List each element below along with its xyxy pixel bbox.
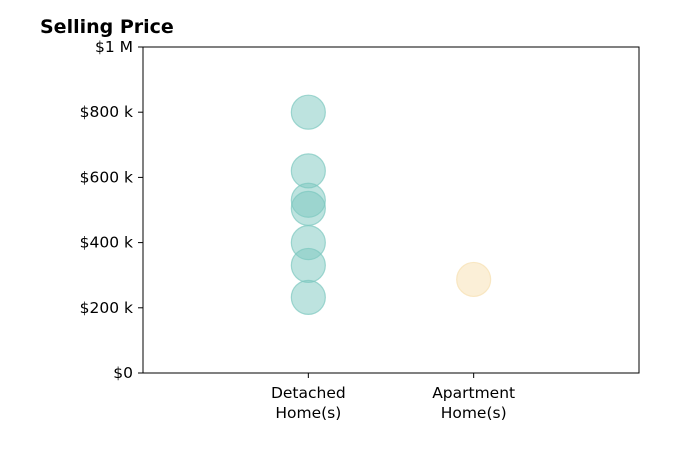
y-tick-label: $200 k (80, 299, 133, 317)
plot-frame (142, 46, 640, 374)
chart-title: Selling Price (40, 16, 174, 38)
y-tick-label: $0 (113, 364, 133, 382)
data-point (290, 190, 326, 226)
y-tick-label: $400 k (80, 234, 133, 252)
data-point (290, 94, 326, 130)
data-point (290, 247, 326, 284)
data-point (456, 261, 492, 298)
x-tick-label: Detached Home(s) (271, 384, 346, 422)
x-tick-label: Apartment Home(s) (432, 384, 515, 422)
y-tick-label: $600 k (80, 168, 133, 186)
data-point (290, 279, 326, 315)
y-tick-label: $1 M (95, 38, 133, 56)
y-tick-label: $800 k (80, 103, 133, 121)
